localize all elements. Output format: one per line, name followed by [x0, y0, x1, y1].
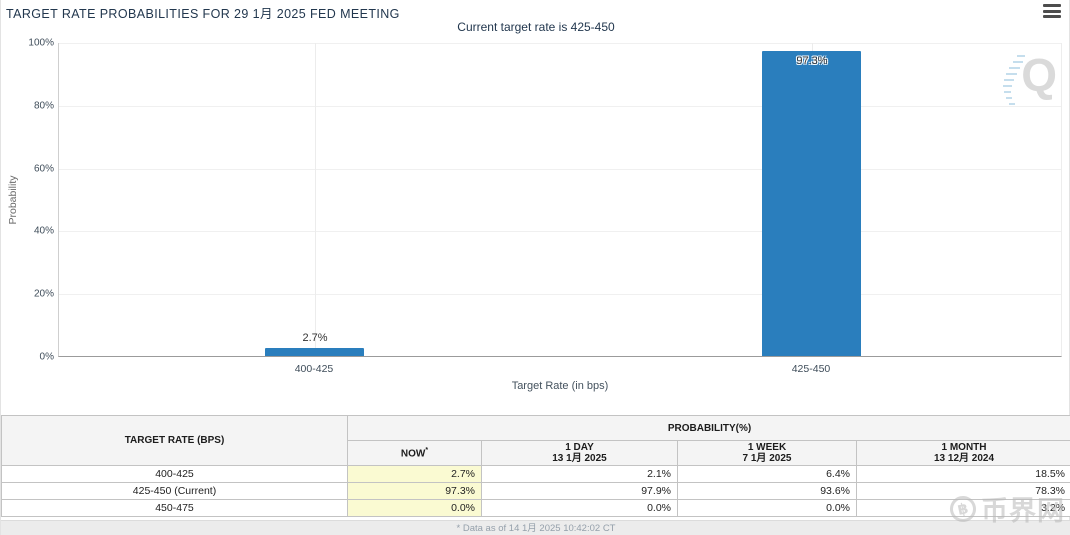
gridline — [59, 105, 1061, 107]
chart-subtitle: Current target rate is 425-450 — [457, 20, 615, 34]
col-header-target-rate: TARGET RATE (BPS) — [1, 415, 348, 466]
now-value-cell: 0.0% — [347, 499, 482, 517]
data-as-of-note: * Data as of 14 1月 2025 10:42:02 CT — [456, 523, 616, 534]
bar-value-label: 2.7% — [302, 332, 328, 344]
week-value-cell: 6.4% — [677, 465, 857, 483]
table-row: 450-475 0.0% 0.0% 0.0% 3.2% — [1, 499, 1070, 517]
rate-range-cell: 400-425 — [1, 465, 348, 483]
probability-table: TARGET RATE (BPS) PROBABILITY(%) NOW* 1 … — [1, 415, 1070, 517]
y-tick-label: 80% — [33, 100, 54, 112]
col-header-1week: 1 WEEK 7 1月 2025 — [677, 440, 857, 466]
rate-range-cell: 425-450 (Current) — [1, 482, 348, 500]
now-value-cell: 97.3% — [347, 482, 482, 500]
col-header-1day: 1 DAY 13 1月 2025 — [481, 440, 678, 466]
bar-425-450[interactable] — [762, 50, 861, 356]
x-tick-label: 400-425 — [294, 363, 334, 375]
day-value-cell: 2.1% — [481, 465, 678, 483]
x-axis-title: Target Rate (in bps) — [511, 380, 609, 392]
day-value-cell: 97.9% — [481, 482, 678, 500]
gridline — [59, 43, 1061, 44]
month-value-cell: 3.2% — [855, 499, 1070, 517]
y-tick-label: 40% — [33, 225, 54, 237]
bar-chart-plot-area: 100% 80% 60% 40% 20% 0% Probability 2.7%… — [7, 38, 1062, 363]
gridline — [59, 231, 1061, 233]
quikstrike-logo-watermark: Q — [999, 50, 1057, 108]
y-tick-label: 0% — [39, 351, 54, 363]
gridline — [59, 294, 1061, 296]
x-tick-label: 425-450 — [791, 363, 831, 375]
hamburger-menu-icon[interactable] — [1043, 4, 1061, 18]
y-axis-title: Probability — [7, 174, 19, 225]
asterisk: * — [425, 446, 429, 454]
gridline — [315, 43, 316, 356]
col-header-1month: 1 MONTH 13 12月 2024 — [855, 440, 1070, 466]
gridline — [59, 168, 1061, 170]
col-header-probability: PROBABILITY(%) — [346, 415, 1070, 441]
y-tick-label: 20% — [33, 288, 54, 300]
bar-400-425[interactable] — [265, 347, 364, 356]
logo-letter: Q — [1021, 49, 1057, 101]
col-header-now: NOW* — [347, 440, 482, 466]
week-value-cell: 93.6% — [677, 482, 857, 500]
week-value-cell: 0.0% — [677, 499, 857, 517]
bar-value-label: 97.3% — [796, 55, 828, 67]
rate-range-cell: 450-475 — [1, 499, 348, 517]
table-row: 400-425 2.7% 2.1% 6.4% 18.5% — [1, 465, 1070, 483]
y-tick-label: 60% — [33, 163, 54, 175]
page-title: TARGET RATE PROBABILITIES FOR 29 1月 2025… — [6, 7, 400, 21]
month-value-cell: 18.5% — [855, 465, 1070, 483]
now-value-cell: 2.7% — [347, 465, 482, 483]
footer-strip — [1, 520, 1070, 535]
month-value-cell: 78.3% — [855, 482, 1070, 500]
y-tick-label: 100% — [28, 37, 54, 49]
table-row: 425-450 (Current) 97.3% 97.9% 93.6% 78.3… — [1, 482, 1070, 500]
day-value-cell: 0.0% — [481, 499, 678, 517]
logo-dashes-icon — [1003, 55, 1025, 105]
